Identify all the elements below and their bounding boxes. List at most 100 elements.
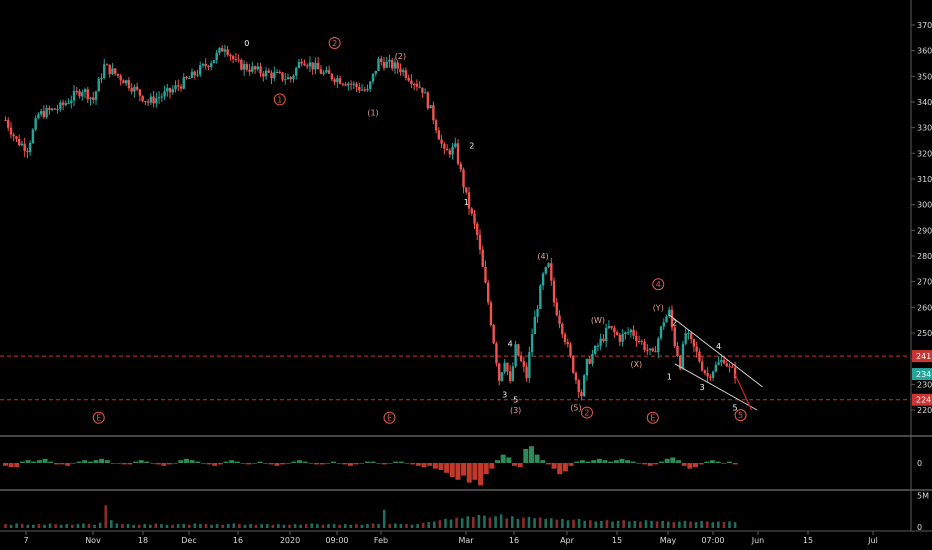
oscillator-bar [664,458,670,463]
wave-label[interactable]: 3 [700,383,705,392]
wave-label[interactable]: 5 [738,411,743,420]
oscillator-bar [234,461,240,463]
time-axis[interactable]: 7 Nov 18 Dec 16 2020 09:00 Feb Mar 16 Apr 15 May 07:0… [23,531,878,545]
wave-label[interactable]: 4 [656,280,661,289]
volume-bar [104,505,108,528]
wave-label[interactable]: 5 [733,403,738,412]
oscillator-bar [65,463,71,466]
candle-body [34,118,37,130]
candle-body [157,97,161,99]
candle-body [681,343,685,369]
price-tick-label: 370 [917,21,932,30]
candle-body [333,79,336,83]
candle-body [648,348,652,350]
main-pane[interactable]: 0 21(2)(1)21(4)435(3) (5)2(W)(X)4(Y)213455… [0,36,911,424]
wave-label[interactable]: 3 [502,391,507,400]
wave-label[interactable]: (W) [591,316,605,325]
candle-body [539,285,542,309]
candle-body [415,84,419,87]
wave-label[interactable]: 4 [716,342,721,351]
wave-label[interactable]: 5 [513,396,518,405]
candle-body [352,83,356,85]
wave-label[interactable]: (5) [570,403,581,412]
candle-body [190,71,194,78]
oscillator-bar [189,460,195,463]
oscillator-bar [709,460,715,463]
candle-body [593,346,597,355]
oscillator-bar [511,463,517,466]
volume-bar [343,524,347,528]
oscillator-bar [138,460,144,463]
candle-body [70,100,73,104]
volume-bar [20,524,24,528]
price-axis[interactable]: 2202302402502602702802903003103203303403… [911,21,932,415]
wave-label[interactable]: E [96,414,101,423]
wave-label[interactable]: 2 [672,319,677,328]
candle-body [528,352,531,379]
oscillator-bar [449,463,455,477]
candle-body [574,372,578,381]
wave-label[interactable]: (1) [367,108,378,117]
candle-body [12,134,15,137]
price-tick-label: 250 [917,329,932,338]
wave-label[interactable]: 4 [508,339,513,348]
volume-bar [165,524,169,528]
channel-line[interactable] [668,314,763,388]
wave-label[interactable]: 2 [469,142,474,151]
candle-body [50,108,54,110]
wave-label[interactable]: 2 [332,39,337,48]
oscillator-bar [246,463,252,465]
candle-body [116,73,120,76]
candle-body [695,346,698,352]
candle-body [459,163,462,170]
candle-body [144,101,147,103]
wave-label[interactable]: E [650,414,655,423]
oscillator-bar [613,460,619,463]
wave-label[interactable]: 1 [464,198,469,207]
volume-bar [655,521,659,528]
wave-label[interactable]: (3) [510,406,521,415]
volume-bar [232,523,236,528]
oscillator-bar [659,461,665,463]
volume-bar [65,524,69,528]
wave-label[interactable]: 0 [244,39,249,48]
candle-body [445,148,449,151]
projection-line[interactable] [734,373,753,411]
oscillator-bar [421,463,427,468]
volume-bar [494,516,497,528]
time-tick-label: 15 [612,536,622,545]
oscillator-bar [178,460,184,463]
volume-bar [477,515,481,528]
wave-label[interactable]: 1 [277,95,282,104]
volume-bar [288,524,291,528]
candle-body [179,86,183,89]
oscillator-bar [93,460,99,463]
volume-bar [627,521,631,528]
wave-label[interactable]: 1 [667,373,672,382]
wave-label[interactable]: (Y) [653,303,664,312]
candle-body [48,108,51,110]
wave-label-circle [734,409,747,422]
candle-body [541,273,545,286]
oscillator-bar [359,463,365,464]
volume-bar [533,518,536,528]
oscillator-bar [715,461,721,463]
candle-body [470,208,473,214]
volume-bar [678,521,681,528]
candle-body [325,70,328,73]
wave-label[interactable]: (2) [395,52,406,61]
channel-line[interactable] [674,363,758,411]
oscillator-bar [172,463,178,464]
candle-body [412,83,416,85]
wave-label[interactable]: 2 [584,409,589,418]
candle-body [256,66,260,70]
candle-body [720,359,723,363]
wave-label[interactable]: (4) [537,252,548,261]
volume-bar [644,520,648,528]
volume-bar [126,524,130,528]
volume-bar [176,524,180,528]
wave-label[interactable]: (X) [630,360,642,369]
wave-label[interactable]: E [387,414,392,423]
candle-body [684,333,687,344]
